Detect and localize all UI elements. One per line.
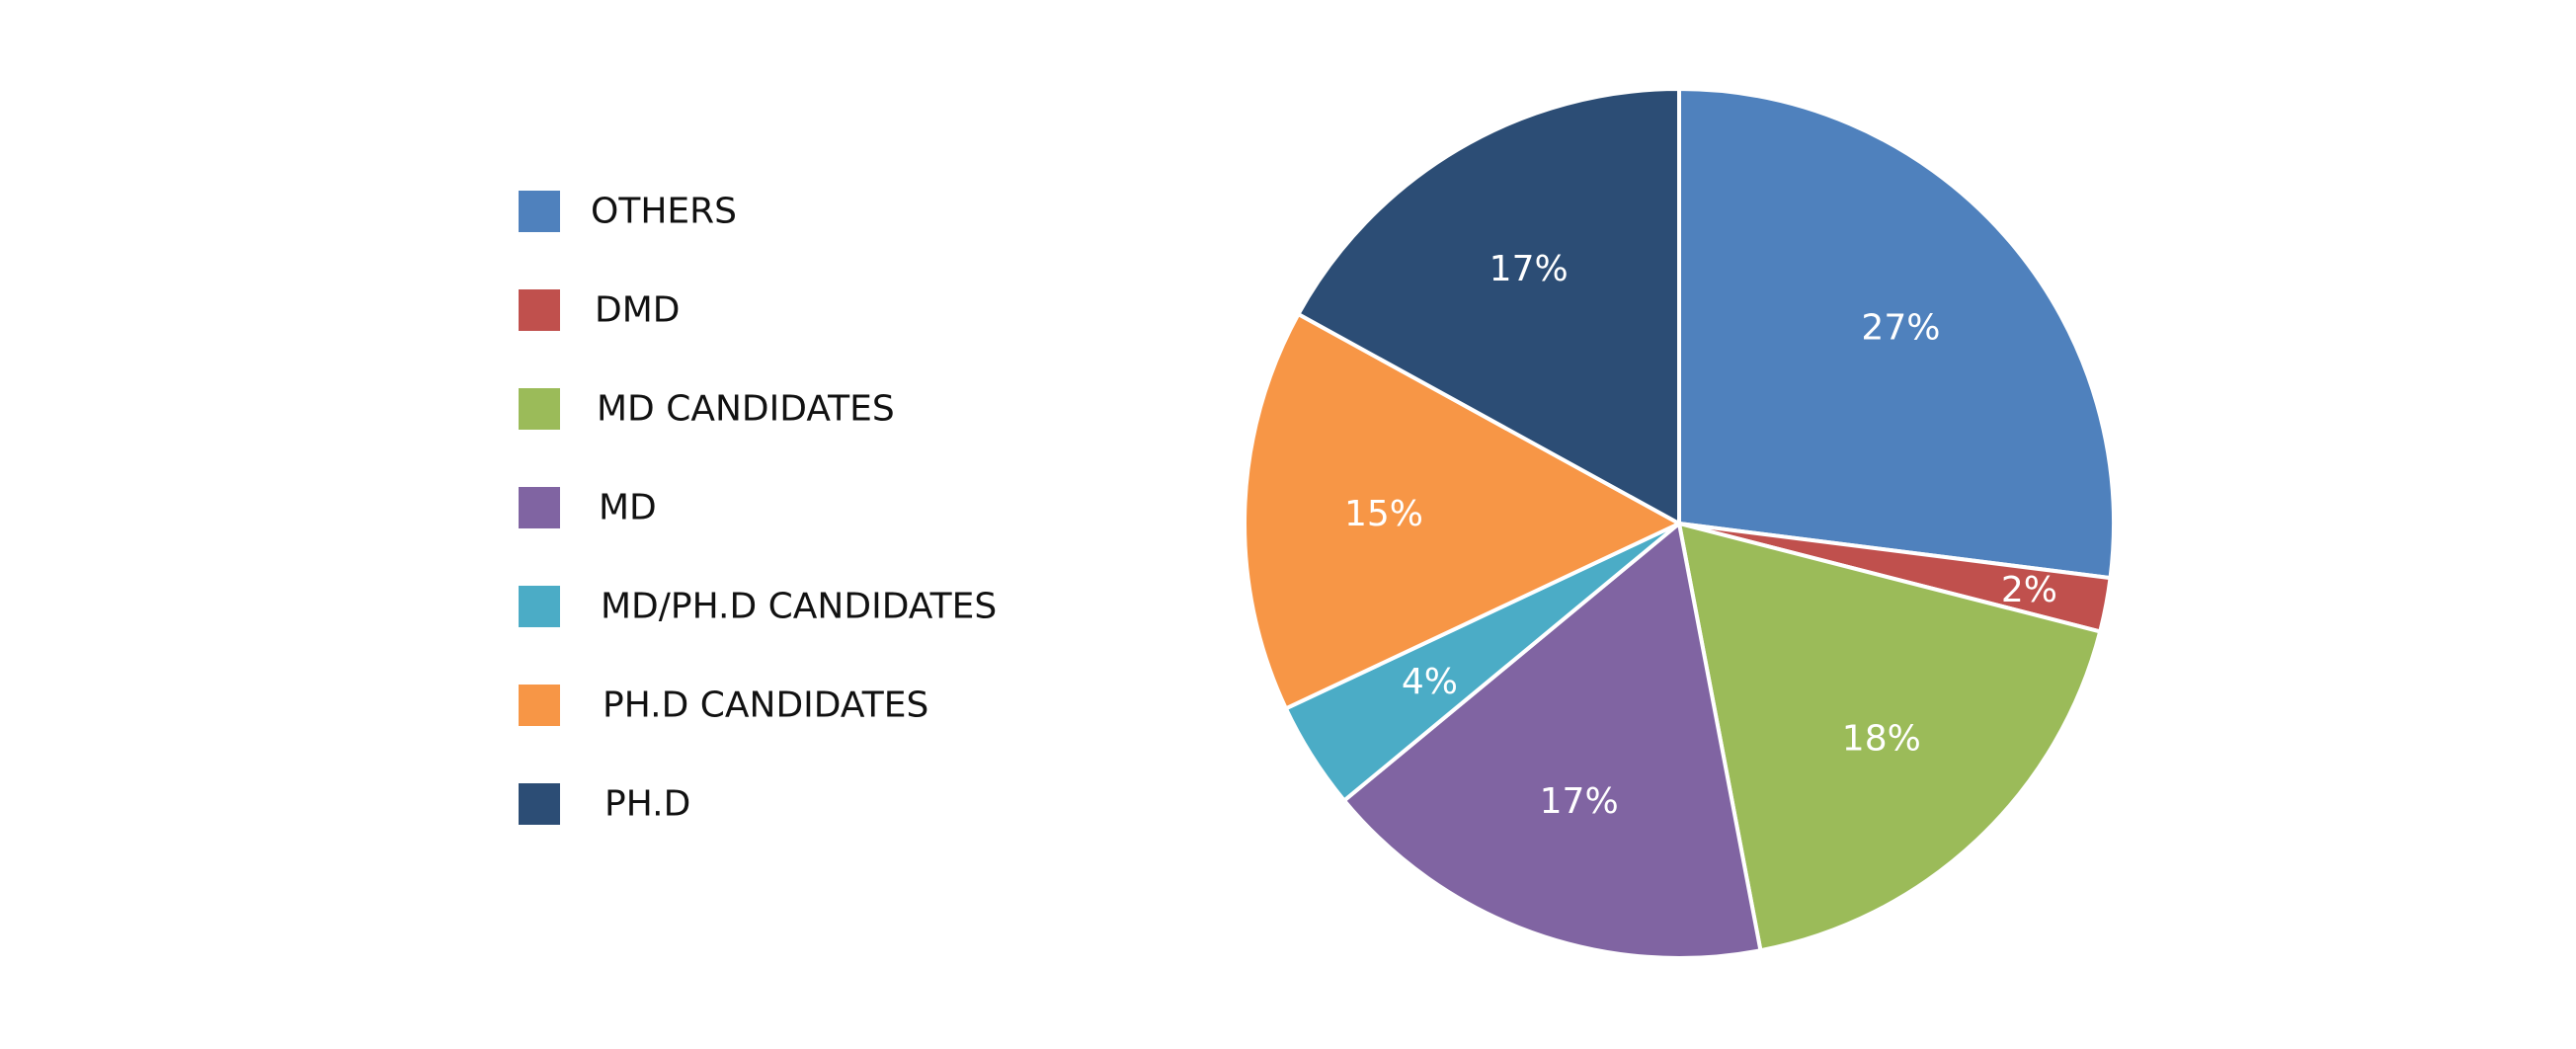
legend: OTHERS DMD MD CANDIDATES MD MD/PH.D CANDIDAT… (519, 191, 997, 825)
legend-swatch-ph-d (519, 783, 560, 825)
legend-label-md: MD (599, 488, 657, 528)
legend-label-md-ph-d-candidates: MD/PH.D CANDIDATES (601, 587, 997, 627)
slice-label-md-ph-d-candidates: 4% (1402, 662, 1458, 702)
legend-swatch-md (519, 487, 560, 528)
slice-label-others: 27% (1861, 308, 1940, 349)
legend-label-ph-d-candidates: PH.D CANDIDATES (603, 686, 928, 726)
pie-slice-ph-d (1296, 87, 1681, 525)
slice-label-ph-d: 17% (1489, 249, 1569, 289)
pie-slices (1243, 87, 2116, 960)
legend-swatch-others (519, 191, 560, 232)
pie-slice-md-candidates (1677, 522, 2103, 953)
legend-label-dmd: DMD (595, 290, 681, 331)
slice-label-ph-d-candidates: 15% (1344, 494, 1423, 534)
legend-swatch-ph-d-candidates (519, 685, 560, 726)
legend-label-others: OTHERS (591, 192, 737, 232)
legend-swatch-dmd (519, 289, 560, 331)
pie-slice-others (1677, 87, 2116, 581)
legend-swatch-md-candidates (519, 388, 560, 430)
slice-label-md-candidates: 18% (1842, 719, 1921, 760)
legend-label-ph-d: PH.D (604, 784, 690, 825)
legend-swatch-md-ph-d-candidates (519, 586, 560, 627)
slice-label-dmd: 2% (2001, 570, 2057, 610)
slice-label-md: 17% (1540, 781, 1619, 822)
slice-labels: 27% 2% 18% 17% 4% 15% 17% (1344, 249, 2057, 822)
pie-slice-ph-d-candidates (1243, 312, 1681, 711)
legend-label-md-candidates: MD CANDIDATES (597, 389, 895, 430)
pie-slice-md (1341, 522, 1763, 960)
